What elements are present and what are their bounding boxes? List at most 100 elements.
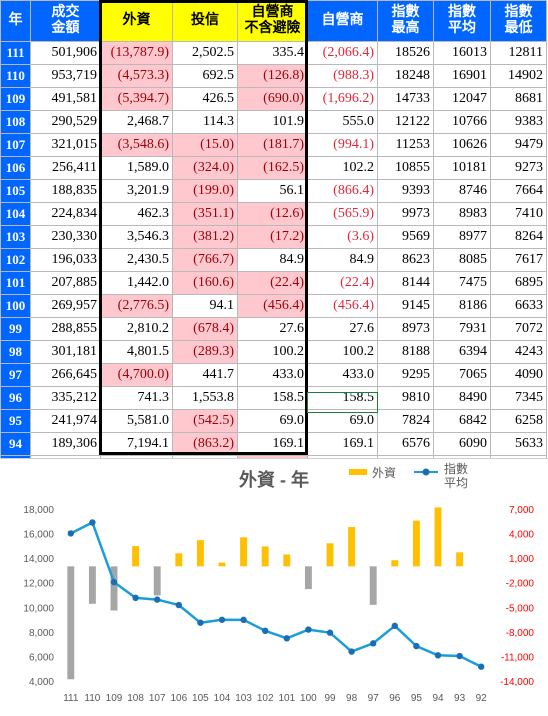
cell-volume[interactable]: 241,974 (30, 409, 101, 433)
cell-dealer[interactable]: (565.9) (307, 202, 378, 226)
cell-foreign[interactable]: (3,548.6) (100, 133, 173, 157)
cell-year[interactable]: 102 (0, 248, 31, 272)
cell-foreign[interactable]: 1,589.0 (100, 156, 173, 180)
cell-volume[interactable]: 256,411 (30, 156, 101, 180)
header-index-high[interactable]: 指數 最高 (377, 0, 434, 42)
header-volume[interactable]: 成交 金額 (30, 0, 101, 42)
cell-low[interactable]: 14902 (490, 64, 547, 88)
cell-avg[interactable]: 6842 (433, 409, 491, 433)
cell-volume[interactable]: 188,835 (30, 179, 101, 203)
cell-low[interactable]: 7345 (490, 386, 547, 410)
cell-trust[interactable]: 94.1 (172, 294, 238, 318)
cell-trust[interactable]: (199.0) (172, 179, 238, 203)
cell-avg[interactable]: 10626 (433, 133, 491, 157)
cell-dealer-nohedge[interactable]: (22.4) (237, 271, 308, 295)
cell-dealer[interactable]: 433.0 (307, 363, 378, 387)
cell-foreign[interactable]: 3,546.3 (100, 225, 173, 249)
cell-high[interactable]: 14733 (377, 87, 434, 111)
cell-high[interactable]: 8144 (377, 271, 434, 295)
cell-foreign[interactable]: 3,201.9 (100, 179, 173, 203)
cell-dealer[interactable]: (2,066.4) (307, 41, 378, 65)
cell-dealer-nohedge[interactable]: (126.8) (237, 64, 308, 88)
header-year[interactable]: 年 (0, 0, 31, 42)
cell-year[interactable]: 106 (0, 156, 31, 180)
cell-low[interactable]: 7072 (490, 317, 547, 341)
cell-dealer[interactable]: (1,696.2) (307, 87, 378, 111)
cell-dealer[interactable]: 102.2 (307, 156, 378, 180)
cell-dealer-nohedge[interactable]: (17.2) (237, 225, 308, 249)
cell-trust[interactable]: (542.5) (172, 409, 238, 433)
cell-dealer-nohedge[interactable]: (12.6) (237, 202, 308, 226)
cell-high[interactable]: 12122 (377, 110, 434, 134)
cell-high[interactable]: 8188 (377, 340, 434, 364)
cell-low[interactable]: 6895 (490, 271, 547, 295)
cell-low[interactable]: 7664 (490, 179, 547, 203)
cell-low[interactable]: 9383 (490, 110, 547, 134)
cell-year[interactable]: 104 (0, 202, 31, 226)
cell-dealer[interactable]: 169.1 (307, 432, 378, 456)
cell-year[interactable]: 105 (0, 179, 31, 203)
cell-avg[interactable]: 8186 (433, 294, 491, 318)
cell-trust[interactable]: (15.0) (172, 133, 238, 157)
cell-year[interactable]: 95 (0, 409, 31, 433)
cell-high[interactable]: 9569 (377, 225, 434, 249)
cell-trust[interactable]: (160.6) (172, 271, 238, 295)
cell-avg[interactable]: 16013 (433, 41, 491, 65)
cell-dealer[interactable]: (456.4) (307, 294, 378, 318)
cell-dealer-nohedge[interactable]: 433.0 (237, 363, 308, 387)
cell-avg[interactable]: 7931 (433, 317, 491, 341)
cell-low[interactable]: 9479 (490, 133, 547, 157)
cell-high[interactable]: 9295 (377, 363, 434, 387)
cell-year[interactable]: 96 (0, 386, 31, 410)
cell-dealer-nohedge[interactable]: 158.5 (237, 386, 308, 410)
cell-dealer-nohedge[interactable]: 27.6 (237, 317, 308, 341)
cell-trust[interactable]: (351.1) (172, 202, 238, 226)
cell-high[interactable]: 18248 (377, 64, 434, 88)
cell-year[interactable]: 97 (0, 363, 31, 387)
cell-avg[interactable]: 6090 (433, 432, 491, 456)
cell-volume[interactable]: 288,855 (30, 317, 101, 341)
cell-avg[interactable]: 12047 (433, 87, 491, 111)
header-index-avg[interactable]: 指數 平均 (433, 0, 491, 42)
cell-low[interactable]: 6633 (490, 294, 547, 318)
cell-foreign[interactable]: 741.3 (100, 386, 173, 410)
cell-foreign[interactable]: (4,573.3) (100, 64, 173, 88)
cell-trust[interactable]: 426.5 (172, 87, 238, 111)
header-dealer[interactable]: 自營商 (307, 0, 378, 42)
header-trust[interactable]: 投信 (172, 0, 238, 42)
cell-foreign[interactable]: 7,194.1 (100, 432, 173, 456)
cell-year[interactable]: 98 (0, 340, 31, 364)
cell-year[interactable]: 101 (0, 271, 31, 295)
cell-foreign[interactable]: (5,394.7) (100, 87, 173, 111)
cell-year[interactable]: 110 (0, 64, 31, 88)
cell-volume[interactable]: 207,885 (30, 271, 101, 295)
cell-avg[interactable]: 8983 (433, 202, 491, 226)
cell-dealer-nohedge[interactable]: 56.1 (237, 179, 308, 203)
cell-low[interactable]: 8264 (490, 225, 547, 249)
cell-foreign[interactable]: 2,430.5 (100, 248, 173, 272)
cell-avg[interactable]: 16901 (433, 64, 491, 88)
header-dealer-nohedge[interactable]: 自營商 不含避險 (237, 0, 308, 42)
cell-low[interactable]: 7410 (490, 202, 547, 226)
cell-trust[interactable]: 441.7 (172, 363, 238, 387)
cell-foreign[interactable]: 4,801.5 (100, 340, 173, 364)
cell-year[interactable]: 99 (0, 317, 31, 341)
cell-dealer-nohedge[interactable]: 335.4 (237, 41, 308, 65)
cell-dealer-nohedge[interactable]: (690.0) (237, 87, 308, 111)
cell-high[interactable]: 6576 (377, 432, 434, 456)
cell-dealer[interactable]: 158.5 (307, 386, 378, 410)
header-foreign[interactable]: 外資 (100, 0, 173, 42)
cell-low[interactable]: 7617 (490, 248, 547, 272)
cell-year[interactable]: 109 (0, 87, 31, 111)
cell-volume[interactable]: 491,581 (30, 87, 101, 111)
cell-low[interactable]: 9273 (490, 156, 547, 180)
cell-low[interactable]: 4090 (490, 363, 547, 387)
cell-trust[interactable]: (381.2) (172, 225, 238, 249)
cell-volume[interactable]: 189,306 (30, 432, 101, 456)
cell-foreign[interactable]: (2,776.5) (100, 294, 173, 318)
cell-dealer[interactable]: 27.6 (307, 317, 378, 341)
cell-avg[interactable]: 7475 (433, 271, 491, 295)
cell-dealer[interactable]: 100.2 (307, 340, 378, 364)
cell-volume[interactable]: 301,181 (30, 340, 101, 364)
cell-dealer-nohedge[interactable]: 69.0 (237, 409, 308, 433)
